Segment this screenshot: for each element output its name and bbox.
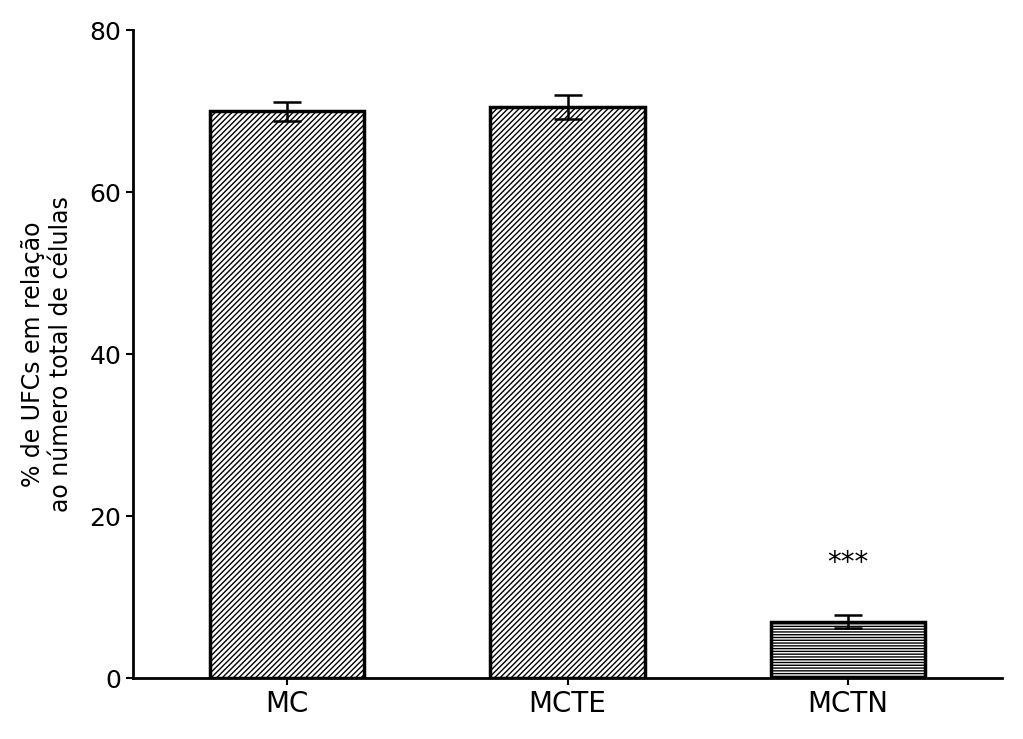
Y-axis label: % de UFCs em relação
ao número total de células: % de UFCs em relação ao número total de … [20, 197, 73, 512]
Bar [771, 621, 925, 678]
Bar [210, 112, 364, 678]
Text: ***: *** [828, 549, 869, 577]
Bar [490, 107, 644, 678]
